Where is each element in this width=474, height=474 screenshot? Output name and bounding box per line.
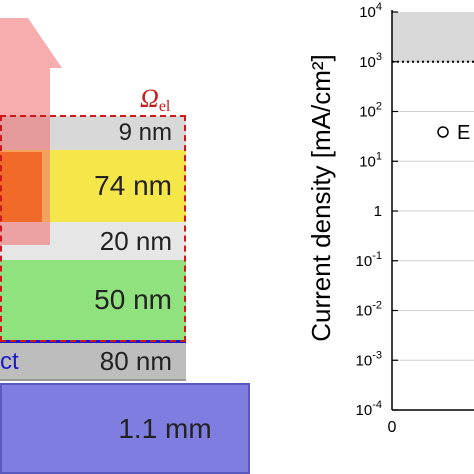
legend-marker <box>437 126 449 138</box>
y-tick-label: 101 <box>359 150 382 170</box>
y-tick-label: 102 <box>359 101 382 121</box>
y-axis-ticks: 104 103 102 101 1 10-1 10-2 10-3 10-4 <box>356 1 398 419</box>
shaded-band <box>392 12 474 62</box>
layer-80nm: 80 nm <box>0 343 186 381</box>
x-tick-label: 0 <box>388 419 397 436</box>
legend-label: E <box>457 122 470 144</box>
layer-9nm-label: 9 nm <box>118 119 172 146</box>
y-tick-label: 10-3 <box>356 349 382 369</box>
substrate-label: 1.1 mm <box>118 412 212 444</box>
substrate-layer: 1.1 mm <box>0 383 250 474</box>
layer-50nm: 50 nm <box>0 260 186 340</box>
domain-boundary <box>0 115 186 342</box>
y-tick-label: 104 <box>359 1 382 21</box>
y-axis-label: Current density [mA/cm²] <box>306 54 336 342</box>
grid <box>392 61 474 361</box>
layer-74nm-label: 74 nm <box>94 170 172 201</box>
contact-label: ct <box>0 348 19 375</box>
y-tick-label: 10-2 <box>356 300 382 320</box>
domain-label: Ωel <box>140 84 170 116</box>
layer-20nm-label: 20 nm <box>99 225 172 256</box>
layer-50nm-label: 50 nm <box>94 284 172 315</box>
y-tick-label: 10-1 <box>356 250 382 270</box>
y-tick-label: 10-4 <box>356 399 382 419</box>
layer-80nm-label: 80 nm <box>99 345 172 376</box>
y-tick-label: 103 <box>359 51 382 71</box>
omega-symbol: Ω <box>140 84 159 113</box>
domain-subscript: el <box>158 98 171 115</box>
y-tick-label: 1 <box>374 203 382 220</box>
